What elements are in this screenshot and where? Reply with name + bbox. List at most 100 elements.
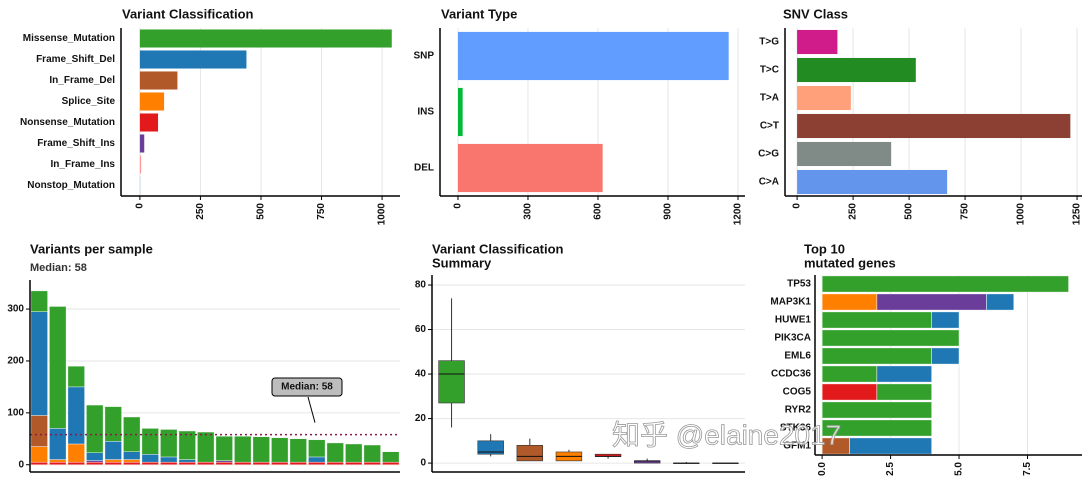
bar-segment <box>271 437 289 463</box>
bar-segment <box>141 454 159 463</box>
x-tick-label: 750 <box>316 203 327 220</box>
bar-segment <box>326 442 344 463</box>
y-tick-label: Nonsense_Mutation <box>20 117 115 128</box>
bar-segment <box>178 430 196 460</box>
y-tick-label: 20 <box>415 413 427 424</box>
x-tick-label: 7.5 <box>1022 462 1033 476</box>
x-tick-label: 1000 <box>377 203 388 226</box>
bar-segment <box>821 329 960 347</box>
bar-segment <box>234 435 252 463</box>
x-tick-label: 1250 <box>1072 203 1083 226</box>
box <box>516 444 544 462</box>
bar-segment <box>178 459 196 463</box>
y-tick-label: Frame_Shift_Ins <box>37 138 115 149</box>
annotation-pointer <box>307 396 316 423</box>
bar <box>457 87 463 137</box>
y-tick-label: C>G <box>758 149 779 160</box>
bar-segment <box>141 461 159 465</box>
bar <box>139 50 247 69</box>
y-tick-label: STK36 <box>780 423 812 434</box>
x-tick-label: 300 <box>523 203 534 220</box>
bar <box>139 134 145 153</box>
bar-segment <box>30 415 48 447</box>
bar <box>139 92 165 111</box>
bar-segment <box>86 460 104 463</box>
bar-segment <box>363 444 381 463</box>
bar-segment <box>345 461 363 465</box>
bar-segment <box>849 437 932 455</box>
bar-segment <box>252 461 270 465</box>
bar-segment <box>363 461 381 465</box>
bar-segment <box>821 365 878 383</box>
y-tick-label: C>A <box>759 177 779 188</box>
x-tick-label: 0.0 <box>817 462 828 476</box>
bar-segment <box>876 383 932 401</box>
x-tick-label: 2.5 <box>885 462 896 476</box>
y-tick-label: GFM1 <box>783 441 811 452</box>
y-tick-label: 0 <box>18 459 24 470</box>
bar-segment <box>67 365 85 388</box>
bar-segment <box>49 459 67 463</box>
y-tick-label: 40 <box>415 369 427 380</box>
bar-segment <box>160 461 178 465</box>
bar-segment <box>123 451 141 460</box>
bar-segment <box>308 456 326 463</box>
bar-segment <box>49 306 67 429</box>
chart-title: Variant Type <box>441 6 517 21</box>
bar-segment <box>308 439 326 458</box>
bar-segment <box>345 443 363 463</box>
bar-segment <box>289 461 307 465</box>
bar-segment <box>382 461 400 465</box>
x-tick-label: 900 <box>663 203 674 220</box>
bar-segment <box>160 429 178 458</box>
chart-title: mutated genes <box>804 255 896 270</box>
bar <box>797 113 1071 139</box>
y-tick-label: SNP <box>413 51 434 62</box>
bar-segment <box>289 438 307 463</box>
bar <box>797 85 851 111</box>
chart-title: Variant Classification <box>122 6 254 21</box>
bar-segment <box>234 461 252 465</box>
bar-segment <box>104 441 122 460</box>
y-tick-label: 200 <box>7 356 24 367</box>
bar-segment <box>215 460 233 463</box>
bar-segment <box>931 347 960 365</box>
bar <box>139 155 142 174</box>
x-tick-label: 500 <box>904 203 915 220</box>
bar-segment <box>215 461 233 465</box>
bar <box>797 141 892 167</box>
box <box>477 440 504 455</box>
chart-title: Variants per sample <box>30 241 153 256</box>
bar-segment <box>160 456 178 463</box>
bar-segment <box>67 386 85 445</box>
x-tick-label: 500 <box>256 203 267 220</box>
y-tick-label: DEL <box>414 163 434 174</box>
bar-segment <box>178 461 196 465</box>
annotation: Median: 58 <box>281 382 333 393</box>
bar-segment <box>67 461 85 465</box>
y-tick-label: Missense_Mutation <box>23 33 115 44</box>
bar-segment <box>86 452 104 461</box>
bar-segment <box>382 451 400 463</box>
y-tick-label: HUWE1 <box>775 315 812 326</box>
bar <box>139 29 392 48</box>
bar-segment <box>821 275 1069 293</box>
bar-segment <box>271 461 289 465</box>
y-tick-label: Splice_Site <box>62 96 116 107</box>
x-tick-label: 5.0 <box>954 462 965 476</box>
bar <box>139 113 159 132</box>
y-tick-label: COG5 <box>783 387 812 398</box>
bar-segment <box>197 431 215 463</box>
bar-segment <box>821 311 932 329</box>
x-tick-label: 0 <box>792 203 803 209</box>
y-tick-label: Frame_Shift_Del <box>36 54 115 65</box>
annotation-box <box>271 377 343 397</box>
chart-title: SNV Class <box>783 6 848 21</box>
bar-segment <box>86 461 104 465</box>
y-tick-label: TP53 <box>787 279 811 290</box>
bar-segment <box>123 461 141 465</box>
bar-segment <box>104 459 122 463</box>
bar-segment <box>86 404 104 453</box>
